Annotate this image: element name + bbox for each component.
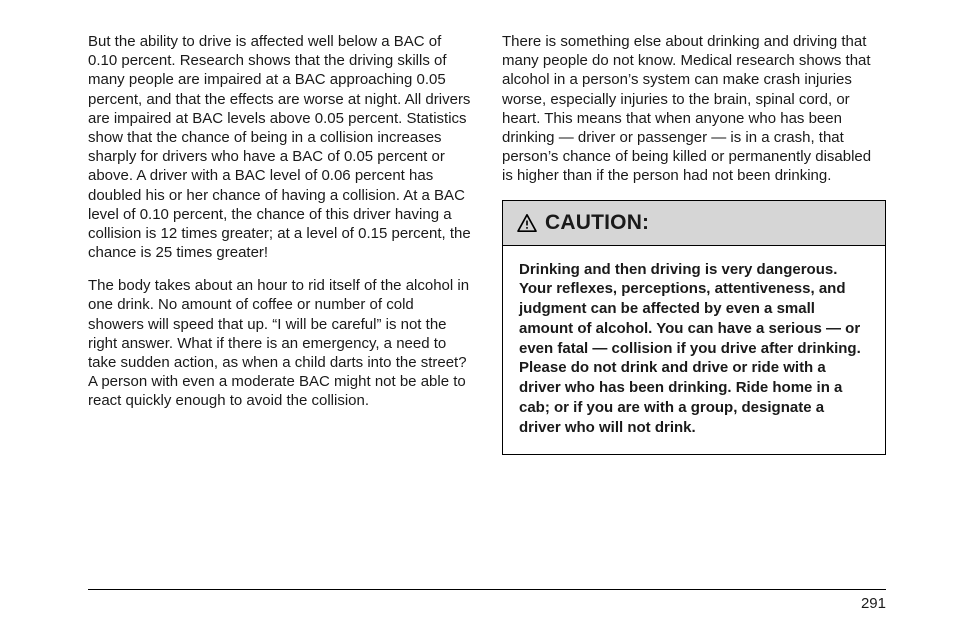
body-paragraph: The body takes about an hour to rid itse… xyxy=(88,276,472,410)
caution-text: Drinking and then driving is very danger… xyxy=(519,260,869,438)
page-number: 291 xyxy=(861,595,886,612)
warning-triangle-icon xyxy=(517,214,537,232)
body-paragraph: But the ability to drive is affected wel… xyxy=(88,32,472,262)
caution-header: CAUTION: xyxy=(503,201,885,246)
caution-label: CAUTION: xyxy=(545,211,649,235)
two-column-layout: But the ability to drive is affected wel… xyxy=(88,32,886,455)
manual-page: But the ability to drive is affected wel… xyxy=(0,0,954,636)
footer-rule xyxy=(88,589,886,590)
caution-body: Drinking and then driving is very danger… xyxy=(503,246,885,454)
left-column: But the ability to drive is affected wel… xyxy=(88,32,472,455)
body-paragraph: There is something else about drinking a… xyxy=(502,32,886,186)
caution-box: CAUTION: Drinking and then driving is ve… xyxy=(502,200,886,455)
right-column: There is something else about drinking a… xyxy=(502,32,886,455)
